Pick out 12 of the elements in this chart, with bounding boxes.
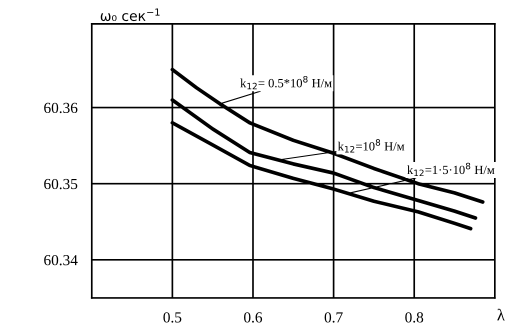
annotation: k$_{12}$=1·5·10$^{8}$ Н/м [407,162,494,176]
x-tick-label: 0.7 [324,312,343,323]
y-tick-label: 60.34 [44,254,78,266]
x-axis-title: λ [497,308,505,320]
y-tick-label: 60.36 [44,102,78,114]
y-tick-label: 60.35 [44,178,78,190]
x-tick-label: 0.8 [405,312,424,323]
annotation: k$_{12}$= 0.5*10$^{8}$ Н/м [240,76,332,90]
y-axis-title: ω₀ сек$^{−1}$ [100,8,160,22]
x-tick-label: 0.6 [244,312,262,323]
annotation: k$_{12}$=10$^{8}$ Н/м [338,139,404,152]
x-tick-label: 0.5 [163,312,182,323]
